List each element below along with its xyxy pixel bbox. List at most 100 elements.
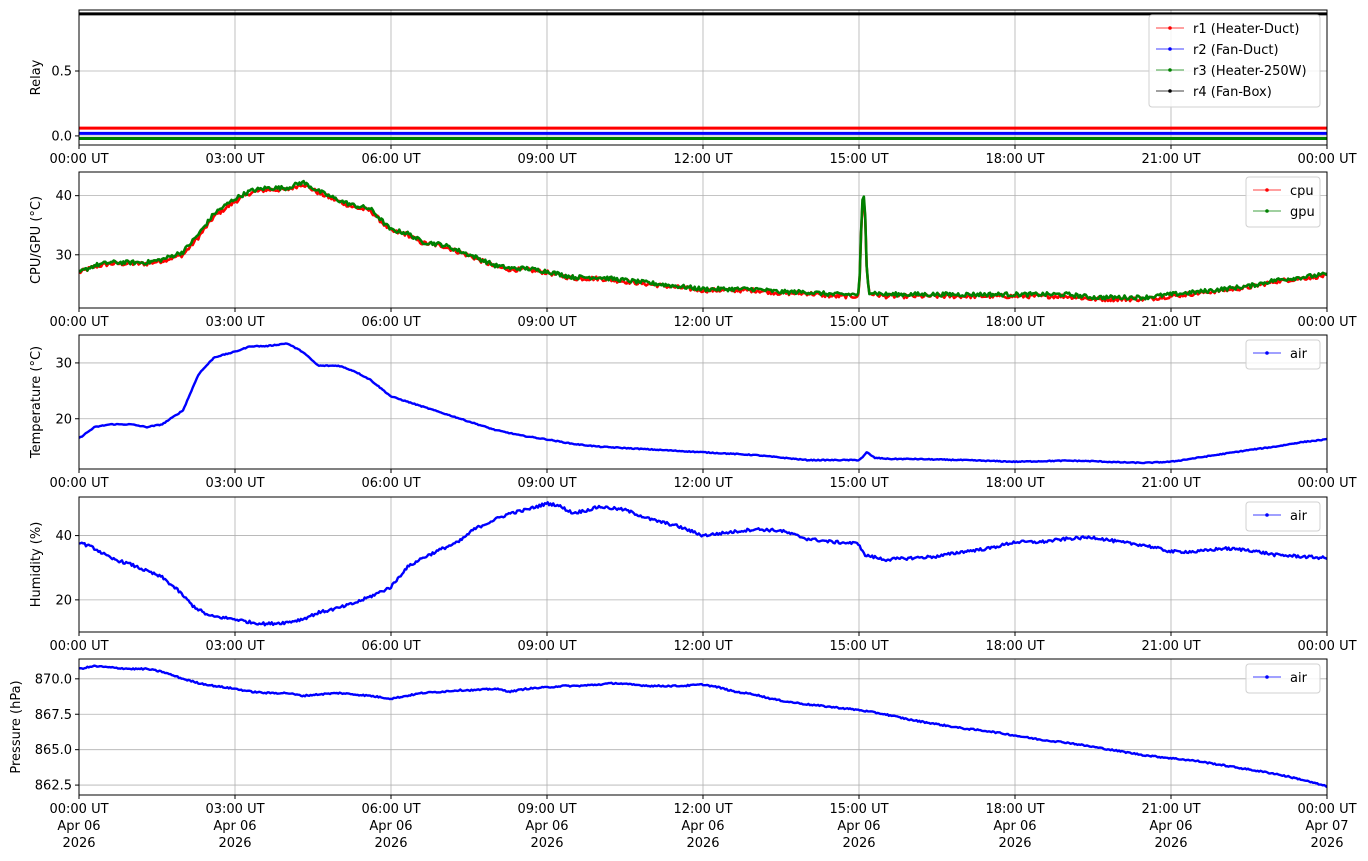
legend-label: r4 (Fan-Box): [1193, 85, 1272, 100]
y-axis-label: CPU/GPU (°C): [29, 196, 44, 284]
x-tick-label: 15:00 UT: [829, 152, 888, 167]
legend-box: [1245, 176, 1321, 228]
y-tick-label: 0.0: [51, 129, 72, 144]
legend-swatch-marker: [1265, 351, 1269, 355]
x-tick-label: 12:00 UT: [673, 315, 732, 330]
legend: air: [1245, 663, 1321, 694]
y-tick-label: 20: [55, 593, 72, 608]
legend-box: [1245, 339, 1321, 370]
legend-swatch-marker: [1265, 209, 1269, 213]
x-tick-label: 03:00 UT: [205, 152, 264, 167]
x-tick-label: 00:00 UT: [49, 639, 108, 654]
x-tick-label: 18:00 UT: [985, 802, 1044, 817]
x-tick-label: 21:00 UT: [1141, 802, 1200, 817]
y-axis-label: Humidity (%): [29, 522, 44, 608]
x-tick-label: 12:00 UT: [673, 639, 732, 654]
legend-label: air: [1290, 509, 1308, 524]
x-year-label: 2026: [1154, 836, 1187, 851]
panel-3: 20 30 Temperature (°C) 00:00 UT 03:00 UT 06:0…: [29, 334, 1357, 491]
legend-box: [1245, 663, 1321, 694]
x-year-label: 2026: [218, 836, 251, 851]
legend-swatch-marker: [1168, 89, 1172, 93]
x-year-label: 2026: [530, 836, 563, 851]
x-tick-label: 03:00 UT: [205, 639, 264, 654]
series-line-air: [79, 501, 1327, 627]
legend-swatch-marker: [1168, 68, 1172, 72]
legend-box: [1148, 14, 1321, 108]
panel-4: 20 40 Humidity (%) 00:00 UT 03:00 UT 06:00 UT…: [29, 496, 1357, 654]
y-tick-label: 30: [55, 356, 72, 371]
legend: air: [1245, 339, 1321, 370]
x-tick-label: 21:00 UT: [1141, 476, 1200, 491]
x-date-label: Apr 06: [1149, 819, 1192, 834]
x-tick-label: 00:00 UT: [49, 315, 108, 330]
x-tick-label: 18:00 UT: [985, 315, 1044, 330]
x-tick-label: 12:00 UT: [673, 476, 732, 491]
x-tick-label: 06:00 UT: [361, 802, 420, 817]
x-date-label: Apr 07: [1305, 819, 1348, 834]
x-tick-label: 21:00 UT: [1141, 639, 1200, 654]
x-date-label: Apr 06: [213, 819, 256, 834]
plot-area: [79, 501, 1327, 627]
legend-label: cpu: [1290, 184, 1314, 199]
x-date-label: Apr 06: [369, 819, 412, 834]
y-tick-label: 0.5: [51, 65, 72, 80]
x-tick-label: 18:00 UT: [985, 152, 1044, 167]
series-line-gpu: [79, 179, 1327, 301]
legend-label: r1 (Heater-Duct): [1193, 22, 1299, 37]
x-tick-label: 09:00 UT: [517, 152, 576, 167]
x-tick-label: 21:00 UT: [1141, 152, 1200, 167]
x-date-label: Apr 06: [993, 819, 1036, 834]
legend-box: [1245, 501, 1321, 532]
x-year-label: 2026: [1310, 836, 1343, 851]
series-line-air: [79, 342, 1327, 465]
x-tick-label: 15:00 UT: [829, 639, 888, 654]
y-tick-label: 867.5: [35, 708, 72, 723]
legend-label: air: [1290, 671, 1308, 686]
x-tick-label: 00:00 UT: [49, 476, 108, 491]
x-date-label: Apr 06: [681, 819, 724, 834]
y-tick-label: 40: [55, 189, 72, 204]
y-tick-label: 865.0: [35, 743, 72, 758]
x-tick-label: 06:00 UT: [361, 152, 420, 167]
panel-2: 30 40 CPU/GPU (°C) 00:00 UT 03:00 UT 06:00 UT…: [29, 171, 1357, 330]
x-tick-label: 15:00 UT: [829, 802, 888, 817]
panel-5: 862.5 865.0 867.5 870.0 Pressure (hPa) 00:00 …: [9, 658, 1357, 851]
x-tick-label: 00:00 UT: [1297, 315, 1356, 330]
x-year-label: 2026: [998, 836, 1031, 851]
x-year-label: 2026: [842, 836, 875, 851]
x-year-label: 2026: [374, 836, 407, 851]
y-tick-label: 40: [55, 529, 72, 544]
x-tick-label: 12:00 UT: [673, 152, 732, 167]
legend-swatch-marker: [1265, 675, 1269, 679]
x-year-label: 2026: [62, 836, 95, 851]
x-tick-label: 18:00 UT: [985, 639, 1044, 654]
x-tick-label: 00:00 UT: [49, 802, 108, 817]
x-tick-label: 09:00 UT: [517, 802, 576, 817]
x-date-label: Apr 06: [525, 819, 568, 834]
x-tick-label: 00:00 UT: [1297, 476, 1356, 491]
x-tick-label: 12:00 UT: [673, 802, 732, 817]
plot-area: [79, 12, 1327, 141]
y-tick-label: 30: [55, 248, 72, 263]
y-tick-label: 20: [55, 412, 72, 427]
x-date-label: Apr 06: [837, 819, 880, 834]
x-tick-label: 09:00 UT: [517, 639, 576, 654]
legend: r1 (Heater-Duct) r2 (Fan-Duct) r3 (Heater-…: [1148, 14, 1321, 108]
plot-area: [79, 342, 1327, 465]
x-tick-label: 00:00 UT: [49, 152, 108, 167]
legend: cpu gpu: [1245, 176, 1321, 228]
legend-swatch-marker: [1168, 26, 1172, 30]
x-tick-label: 09:00 UT: [517, 315, 576, 330]
x-tick-label: 06:00 UT: [361, 315, 420, 330]
x-tick-label: 09:00 UT: [517, 476, 576, 491]
y-axis-label: Temperature (°C): [29, 346, 44, 459]
x-tick-label: 00:00 UT: [1297, 802, 1356, 817]
legend-swatch-marker: [1265, 513, 1269, 517]
x-tick-label: 15:00 UT: [829, 476, 888, 491]
y-tick-label: 862.5: [35, 779, 72, 794]
x-tick-label: 03:00 UT: [205, 476, 264, 491]
x-tick-label: 00:00 UT: [1297, 152, 1356, 167]
x-tick-label: 03:00 UT: [205, 802, 264, 817]
legend-swatch-marker: [1265, 188, 1269, 192]
